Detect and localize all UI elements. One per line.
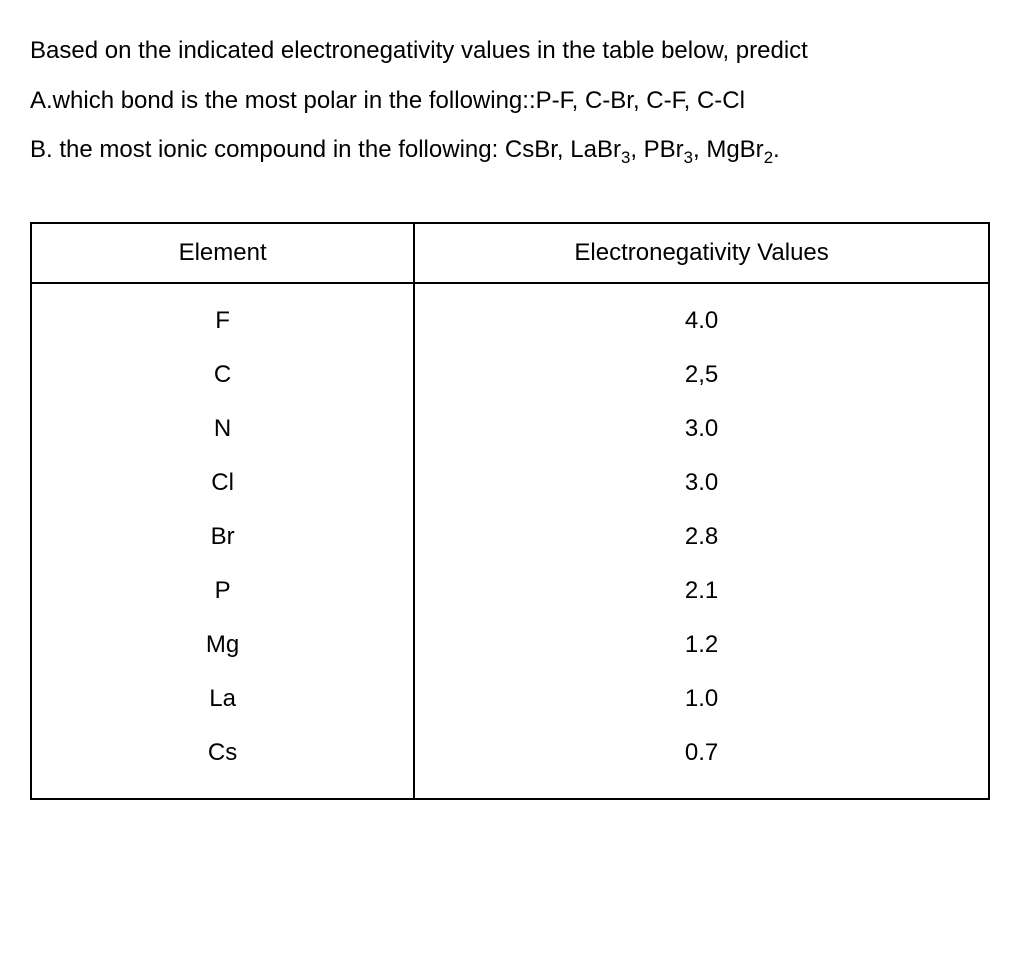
value-column: 4.0 2,5 3.0 3.0 2.8 2.1 1.2 1.0 0.7	[414, 283, 989, 799]
header-element: Element	[31, 223, 414, 283]
element-cell: Cs	[32, 726, 413, 780]
part-b-mid2: , MgBr	[693, 136, 764, 163]
table-body-row: F C N Cl Br P Mg La Cs 4.0 2,5 3.0 3.0 2…	[31, 283, 989, 799]
element-cell: P	[32, 564, 413, 618]
element-cell: Cl	[32, 456, 413, 510]
part-b-prefix: B. the most ionic compound in the follow…	[30, 136, 621, 163]
part-b-mid1: , PBr	[630, 136, 683, 163]
element-cell: C	[32, 348, 413, 402]
value-cell: 1.0	[415, 672, 988, 726]
question-part-b: B. the most ionic compound in the follow…	[30, 127, 990, 174]
part-b-suffix: .	[773, 136, 780, 163]
question-part-a: A.which bond is the most polar in the fo…	[30, 78, 990, 124]
value-cell: 2,5	[415, 348, 988, 402]
value-cell: 0.7	[415, 726, 988, 780]
value-cell: 3.0	[415, 456, 988, 510]
electronegativity-table: Element Electronegativity Values F C N C…	[30, 222, 990, 800]
part-b-sub2: 3	[684, 148, 693, 167]
element-column: F C N Cl Br P Mg La Cs	[31, 283, 414, 799]
element-cell: Mg	[32, 618, 413, 672]
element-cell: N	[32, 402, 413, 456]
value-cell: 3.0	[415, 402, 988, 456]
element-cell: F	[32, 294, 413, 348]
table-header-row: Element Electronegativity Values	[31, 223, 989, 283]
value-cell: 2.1	[415, 564, 988, 618]
header-en-values: Electronegativity Values	[414, 223, 989, 283]
question-block: Based on the indicated electronegativity…	[30, 28, 990, 174]
value-cell: 1.2	[415, 618, 988, 672]
value-cell: 2.8	[415, 510, 988, 564]
element-cell: La	[32, 672, 413, 726]
part-b-sub1: 3	[621, 148, 630, 167]
part-b-sub3: 2	[764, 148, 773, 167]
value-cell: 4.0	[415, 294, 988, 348]
question-intro: Based on the indicated electronegativity…	[30, 28, 990, 74]
element-cell: Br	[32, 510, 413, 564]
